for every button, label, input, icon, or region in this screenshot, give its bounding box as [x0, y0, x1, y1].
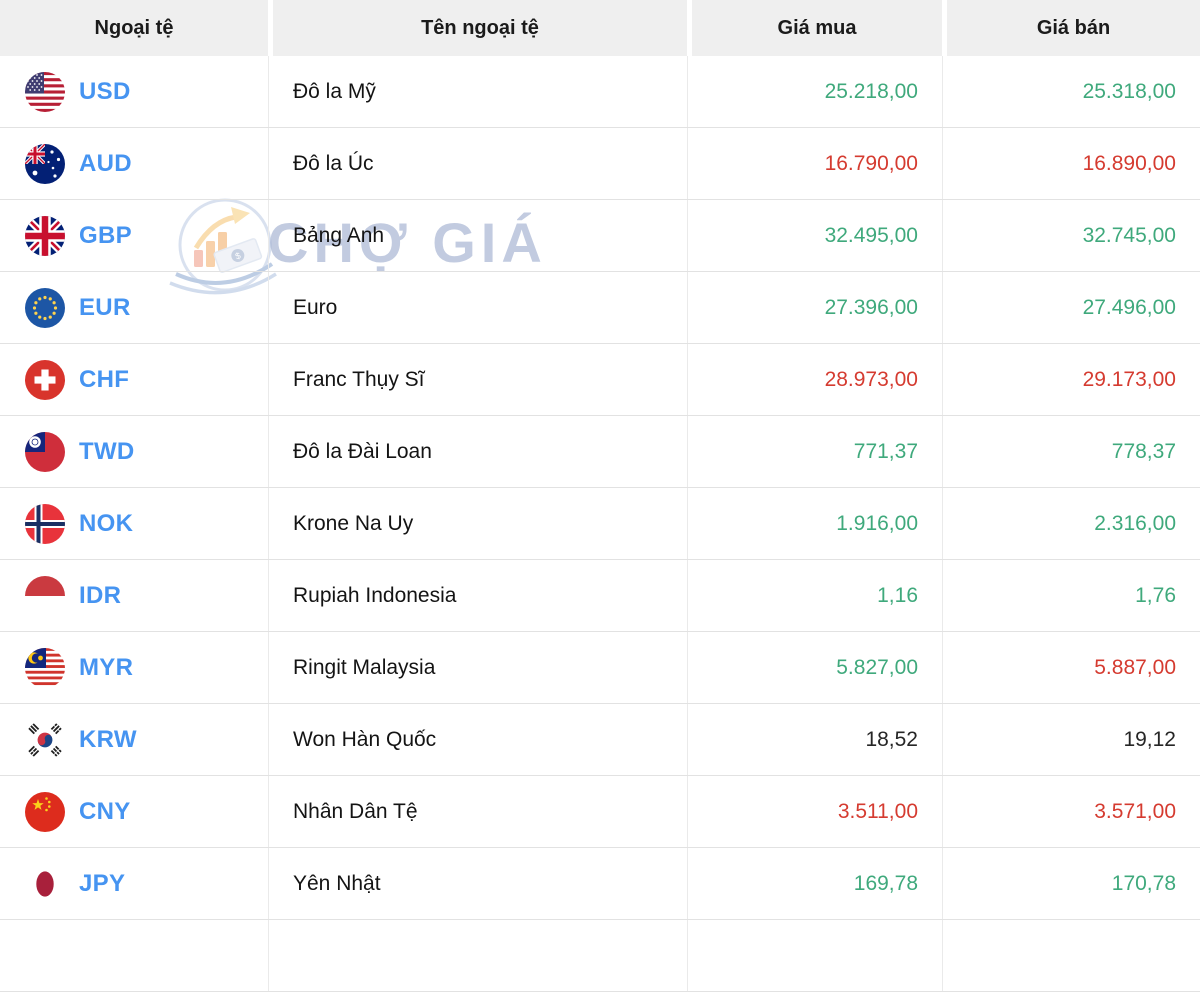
table-row-eur[interactable]: EUR Euro 27.396,00 27.496,00 — [0, 272, 1200, 344]
buy-price: 1,16 — [687, 560, 942, 631]
chf-flag-icon — [25, 359, 65, 400]
currency-cell: MYR — [0, 632, 268, 703]
eur-flag-icon — [25, 287, 65, 328]
currency-cell: IDR — [0, 560, 268, 631]
currency-cell: NOK — [0, 488, 268, 559]
buy-price: 16.790,00 — [687, 128, 942, 199]
header-currency: Ngoại tệ — [0, 0, 268, 56]
currency-code-link[interactable]: CNY — [79, 797, 131, 825]
sell-price: 16.890,00 — [942, 128, 1200, 199]
buy-price: 25.218,00 — [687, 56, 942, 127]
sell-price: 32.745,00 — [942, 200, 1200, 271]
sell-price: 1,76 — [942, 560, 1200, 631]
table-row-jpy[interactable]: JPY Yên Nhật 169,78 170,78 — [0, 848, 1200, 920]
table-row-partial — [0, 920, 1200, 992]
currency-cell: USD — [0, 56, 268, 127]
buy-price: 27.396,00 — [687, 272, 942, 343]
currency-code-link[interactable]: MYR — [79, 653, 134, 681]
buy-price: 3.511,00 — [687, 776, 942, 847]
twd-flag-icon — [25, 431, 65, 472]
sell-price: 2.316,00 — [942, 488, 1200, 559]
header-buy-price: Giá mua — [687, 0, 942, 56]
currency-code-link[interactable]: TWD — [79, 437, 135, 465]
table-row-aud[interactable]: AUD Đô la Úc 16.790,00 16.890,00 — [0, 128, 1200, 200]
sell-price: 25.318,00 — [942, 56, 1200, 127]
currency-name: Euro — [268, 272, 687, 343]
currency-code-link[interactable]: IDR — [79, 581, 122, 609]
header-currency-name: Tên ngoại tệ — [268, 0, 687, 56]
aud-flag-icon — [25, 143, 65, 184]
currency-name: Bảng Anh — [268, 200, 687, 271]
currency-name: Đô la Mỹ — [268, 56, 687, 127]
buy-price: 771,37 — [687, 416, 942, 487]
currency-cell: JPY — [0, 848, 268, 919]
currency-cell: AUD — [0, 128, 268, 199]
currency-name: Đô la Đài Loan — [268, 416, 687, 487]
currency-code-link[interactable]: CHF — [79, 365, 130, 393]
krw-flag-icon — [25, 719, 65, 760]
jpy-flag-icon — [25, 863, 65, 904]
table-row-cny[interactable]: CNY Nhân Dân Tệ 3.511,00 3.571,00 — [0, 776, 1200, 848]
cny-flag-icon — [25, 791, 65, 832]
sell-price: 3.571,00 — [942, 776, 1200, 847]
sell-price: 19,12 — [942, 704, 1200, 775]
sell-price: 778,37 — [942, 416, 1200, 487]
currency-cell: KRW — [0, 704, 268, 775]
currency-name: Franc Thụy Sĩ — [268, 344, 687, 415]
currency-code-link[interactable]: USD — [79, 77, 131, 105]
myr-flag-icon — [25, 647, 65, 688]
buy-price: 1.916,00 — [687, 488, 942, 559]
header-sell-price: Giá bán — [942, 0, 1200, 56]
currency-cell: EUR — [0, 272, 268, 343]
table-row-nok[interactable]: NOK Krone Na Uy 1.916,00 2.316,00 — [0, 488, 1200, 560]
sell-price: 170,78 — [942, 848, 1200, 919]
currency-cell: TWD — [0, 416, 268, 487]
currency-code-link[interactable]: AUD — [79, 149, 132, 177]
currency-code-link[interactable]: KRW — [79, 725, 137, 753]
table-row-krw[interactable]: KRW Won Hàn Quốc 18,52 19,12 — [0, 704, 1200, 776]
currency-name: Won Hàn Quốc — [268, 704, 687, 775]
gbp-flag-icon — [25, 215, 65, 256]
currency-code-link[interactable]: GBP — [79, 221, 132, 249]
table-row-chf[interactable]: CHF Franc Thụy Sĩ 28.973,00 29.173,00 — [0, 344, 1200, 416]
currency-name: Rupiah Indonesia — [268, 560, 687, 631]
buy-price: 169,78 — [687, 848, 942, 919]
currency-code-link[interactable]: JPY — [79, 869, 126, 897]
buy-price: 18,52 — [687, 704, 942, 775]
currency-name: Krone Na Uy — [268, 488, 687, 559]
sell-price: 5.887,00 — [942, 632, 1200, 703]
table-row-gbp[interactable]: GBP Bảng Anh 32.495,00 32.745,00 — [0, 200, 1200, 272]
idr-flag-icon — [25, 575, 65, 616]
currency-code-link[interactable]: NOK — [79, 509, 134, 537]
currency-cell: CNY — [0, 776, 268, 847]
currency-name: Nhân Dân Tệ — [268, 776, 687, 847]
table-row-twd[interactable]: TWD Đô la Đài Loan 771,37 778,37 — [0, 416, 1200, 488]
table-header: Ngoại tệ Tên ngoại tệ Giá mua Giá bán — [0, 0, 1200, 56]
table-row-myr[interactable]: MYR Ringit Malaysia 5.827,00 5.887,00 — [0, 632, 1200, 704]
currency-cell: CHF — [0, 344, 268, 415]
currency-name: Ringit Malaysia — [268, 632, 687, 703]
sell-price: 29.173,00 — [942, 344, 1200, 415]
usd-flag-icon — [25, 71, 65, 112]
currency-cell: GBP — [0, 200, 268, 271]
sell-price: 27.496,00 — [942, 272, 1200, 343]
buy-price: 28.973,00 — [687, 344, 942, 415]
table-row-usd[interactable]: USD Đô la Mỹ 25.218,00 25.318,00 — [0, 56, 1200, 128]
buy-price: 5.827,00 — [687, 632, 942, 703]
buy-price: 32.495,00 — [687, 200, 942, 271]
table-row-idr[interactable]: IDR Rupiah Indonesia 1,16 1,76 — [0, 560, 1200, 632]
currency-name: Đô la Úc — [268, 128, 687, 199]
nok-flag-icon — [25, 503, 65, 544]
currency-code-link[interactable]: EUR — [79, 293, 131, 321]
currency-name: Yên Nhật — [268, 848, 687, 919]
